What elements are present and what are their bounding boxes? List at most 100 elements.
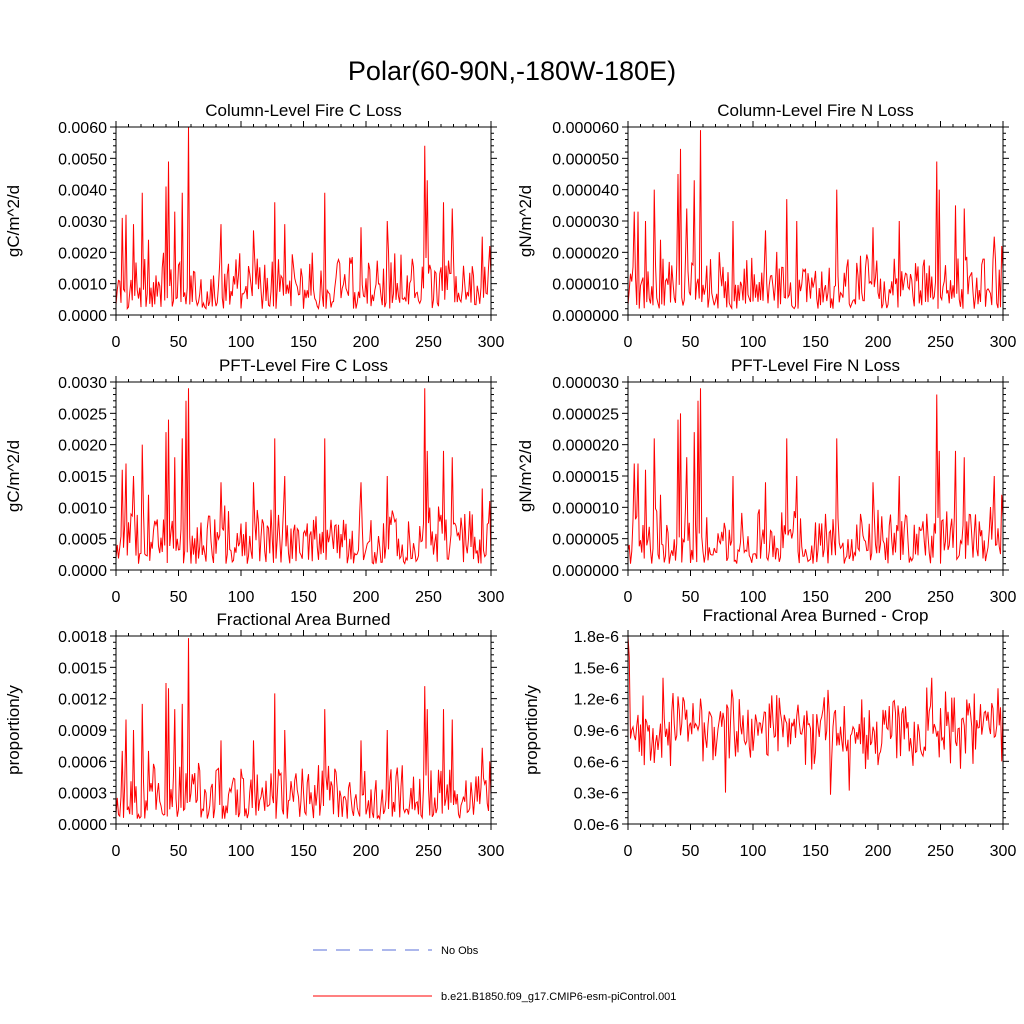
y-tick-label: 0.3e-6	[574, 786, 619, 803]
x-tick-label: 100	[740, 589, 767, 606]
x-tick-label: 250	[927, 589, 954, 606]
panel-4: 0 50 100 150 200 250 300 0.000000 0.000005 0.0000…	[516, 356, 1016, 606]
x-tick-label: 250	[927, 334, 954, 351]
y-axis-label: gN/m^2/d	[516, 440, 535, 512]
y-axis-label: gC/m^2/d	[4, 440, 23, 512]
y-tick-label: 0.0e-6	[574, 817, 619, 834]
x-tick-label: 150	[290, 589, 317, 606]
y-tick-label: 1.2e-6	[574, 692, 619, 709]
y-tick-label: 0.000020	[552, 438, 619, 455]
y-tick-label: 0.000025	[552, 406, 619, 423]
x-tick-label: 150	[802, 334, 829, 351]
x-tick-label: 50	[682, 843, 700, 860]
y-tick-label: 0.000050	[552, 151, 619, 168]
y-axis-label: gC/m^2/d	[4, 185, 23, 257]
y-tick-label: 0.0010	[58, 500, 107, 517]
x-tick-label: 200	[353, 843, 380, 860]
y-tick-label: 0.000010	[552, 277, 619, 294]
y-tick-label: 0.000015	[552, 469, 619, 486]
x-tick-label: 200	[865, 334, 892, 351]
x-tick-label: 300	[990, 589, 1017, 606]
x-tick-label: 0	[624, 589, 633, 606]
x-tick-label: 300	[478, 843, 505, 860]
panels: 0 50 100 150 200 250 300 0.0000 0.0010 0.0020 0.00…	[4, 101, 1016, 860]
y-tick-label: 0.0003	[58, 786, 107, 803]
y-tick-label: 0.0015	[58, 660, 107, 677]
x-tick-label: 50	[170, 589, 188, 606]
x-tick-label: 300	[478, 334, 505, 351]
panel-title: Fractional Area Burned	[217, 610, 391, 629]
y-axis-label: gN/m^2/d	[516, 185, 535, 257]
x-tick-label: 0	[624, 334, 633, 351]
x-tick-label: 300	[478, 589, 505, 606]
x-tick-label: 0	[112, 334, 121, 351]
y-tick-label: 0.0000	[58, 308, 107, 325]
y-tick-label: 0.000005	[552, 532, 619, 549]
y-tick-label: 0.0020	[58, 438, 107, 455]
series-line-2	[627, 130, 1004, 311]
series-line-3	[115, 388, 492, 565]
y-tick-label: 0.0012	[58, 692, 107, 709]
x-tick-label: 100	[740, 843, 767, 860]
y-tick-label: 0.0010	[58, 277, 107, 294]
main-title: Polar(60-90N,-180W-180E)	[348, 56, 676, 86]
y-tick-label: 0.000000	[552, 563, 619, 580]
x-tick-label: 250	[415, 334, 442, 351]
y-tick-label: 0.0030	[58, 375, 107, 392]
y-axis-label: proportion/y	[522, 685, 541, 775]
x-tick-label: 150	[802, 843, 829, 860]
panel-title: PFT-Level Fire N Loss	[731, 356, 900, 375]
panel-5: 0 50 100 150 200 250 300 0.0000 0.0003 0.0006 0.00…	[4, 610, 504, 860]
y-tick-label: 0.0020	[58, 245, 107, 262]
y-tick-label: 0.0005	[58, 532, 107, 549]
y-tick-label: 0.000020	[552, 245, 619, 262]
x-tick-label: 100	[740, 334, 767, 351]
y-tick-label: 1.8e-6	[574, 629, 619, 646]
y-tick-label: 0.0040	[58, 183, 107, 200]
y-tick-label: 0.0060	[58, 120, 107, 137]
panel-6: 0 50 100 150 200 250 300 0.0e-6 0.3e-6 0.6e-6 0.9e…	[522, 606, 1016, 860]
x-tick-label: 50	[170, 334, 188, 351]
y-tick-label: 0.0006	[58, 754, 107, 771]
y-tick-label: 0.000030	[552, 375, 619, 392]
y-tick-label: 0.0025	[58, 406, 107, 423]
panel-title: PFT-Level Fire C Loss	[219, 356, 388, 375]
y-tick-label: 0.000030	[552, 214, 619, 231]
x-tick-label: 150	[290, 843, 317, 860]
y-axis-label: proportion/y	[4, 685, 23, 775]
x-tick-label: 0	[112, 589, 121, 606]
panel-title: Fractional Area Burned - Crop	[703, 606, 929, 625]
x-tick-label: 50	[682, 589, 700, 606]
x-tick-label: 200	[353, 334, 380, 351]
series-line-5	[115, 638, 492, 821]
y-tick-label: 0.0009	[58, 723, 107, 740]
panel-2: 0 50 100 150 200 250 300 0.000000 0.000010 0.0000…	[516, 101, 1016, 351]
legend-label-model: b.e21.B1850.f09_g17.CMIP6-esm-piControl.…	[441, 991, 676, 1003]
x-tick-label: 200	[353, 589, 380, 606]
y-tick-label: 0.000000	[552, 308, 619, 325]
y-tick-label: 0.0050	[58, 151, 107, 168]
y-tick-label: 1.5e-6	[574, 660, 619, 677]
y-tick-label: 0.9e-6	[574, 723, 619, 740]
legend-label-no-obs: No Obs	[441, 945, 479, 957]
x-tick-label: 0	[112, 843, 121, 860]
x-tick-label: 300	[990, 334, 1017, 351]
y-tick-label: 0.6e-6	[574, 754, 619, 771]
x-tick-label: 100	[228, 334, 255, 351]
x-tick-label: 50	[170, 843, 188, 860]
y-tick-label: 0.0000	[58, 563, 107, 580]
y-tick-label: 0.000060	[552, 120, 619, 137]
x-tick-label: 50	[682, 334, 700, 351]
x-tick-label: 250	[415, 843, 442, 860]
x-tick-label: 100	[228, 589, 255, 606]
x-tick-label: 200	[865, 843, 892, 860]
x-tick-label: 250	[927, 843, 954, 860]
x-tick-label: 150	[290, 334, 317, 351]
y-tick-label: 0.0018	[58, 629, 107, 646]
series-line-4	[627, 388, 1004, 564]
y-tick-label: 0.0015	[58, 469, 107, 486]
panel-3: 0 50 100 150 200 250 300 0.0000 0.0005 0.0010 0.00…	[4, 356, 504, 606]
y-tick-label: 0.000010	[552, 500, 619, 517]
series-line-1	[115, 126, 492, 311]
